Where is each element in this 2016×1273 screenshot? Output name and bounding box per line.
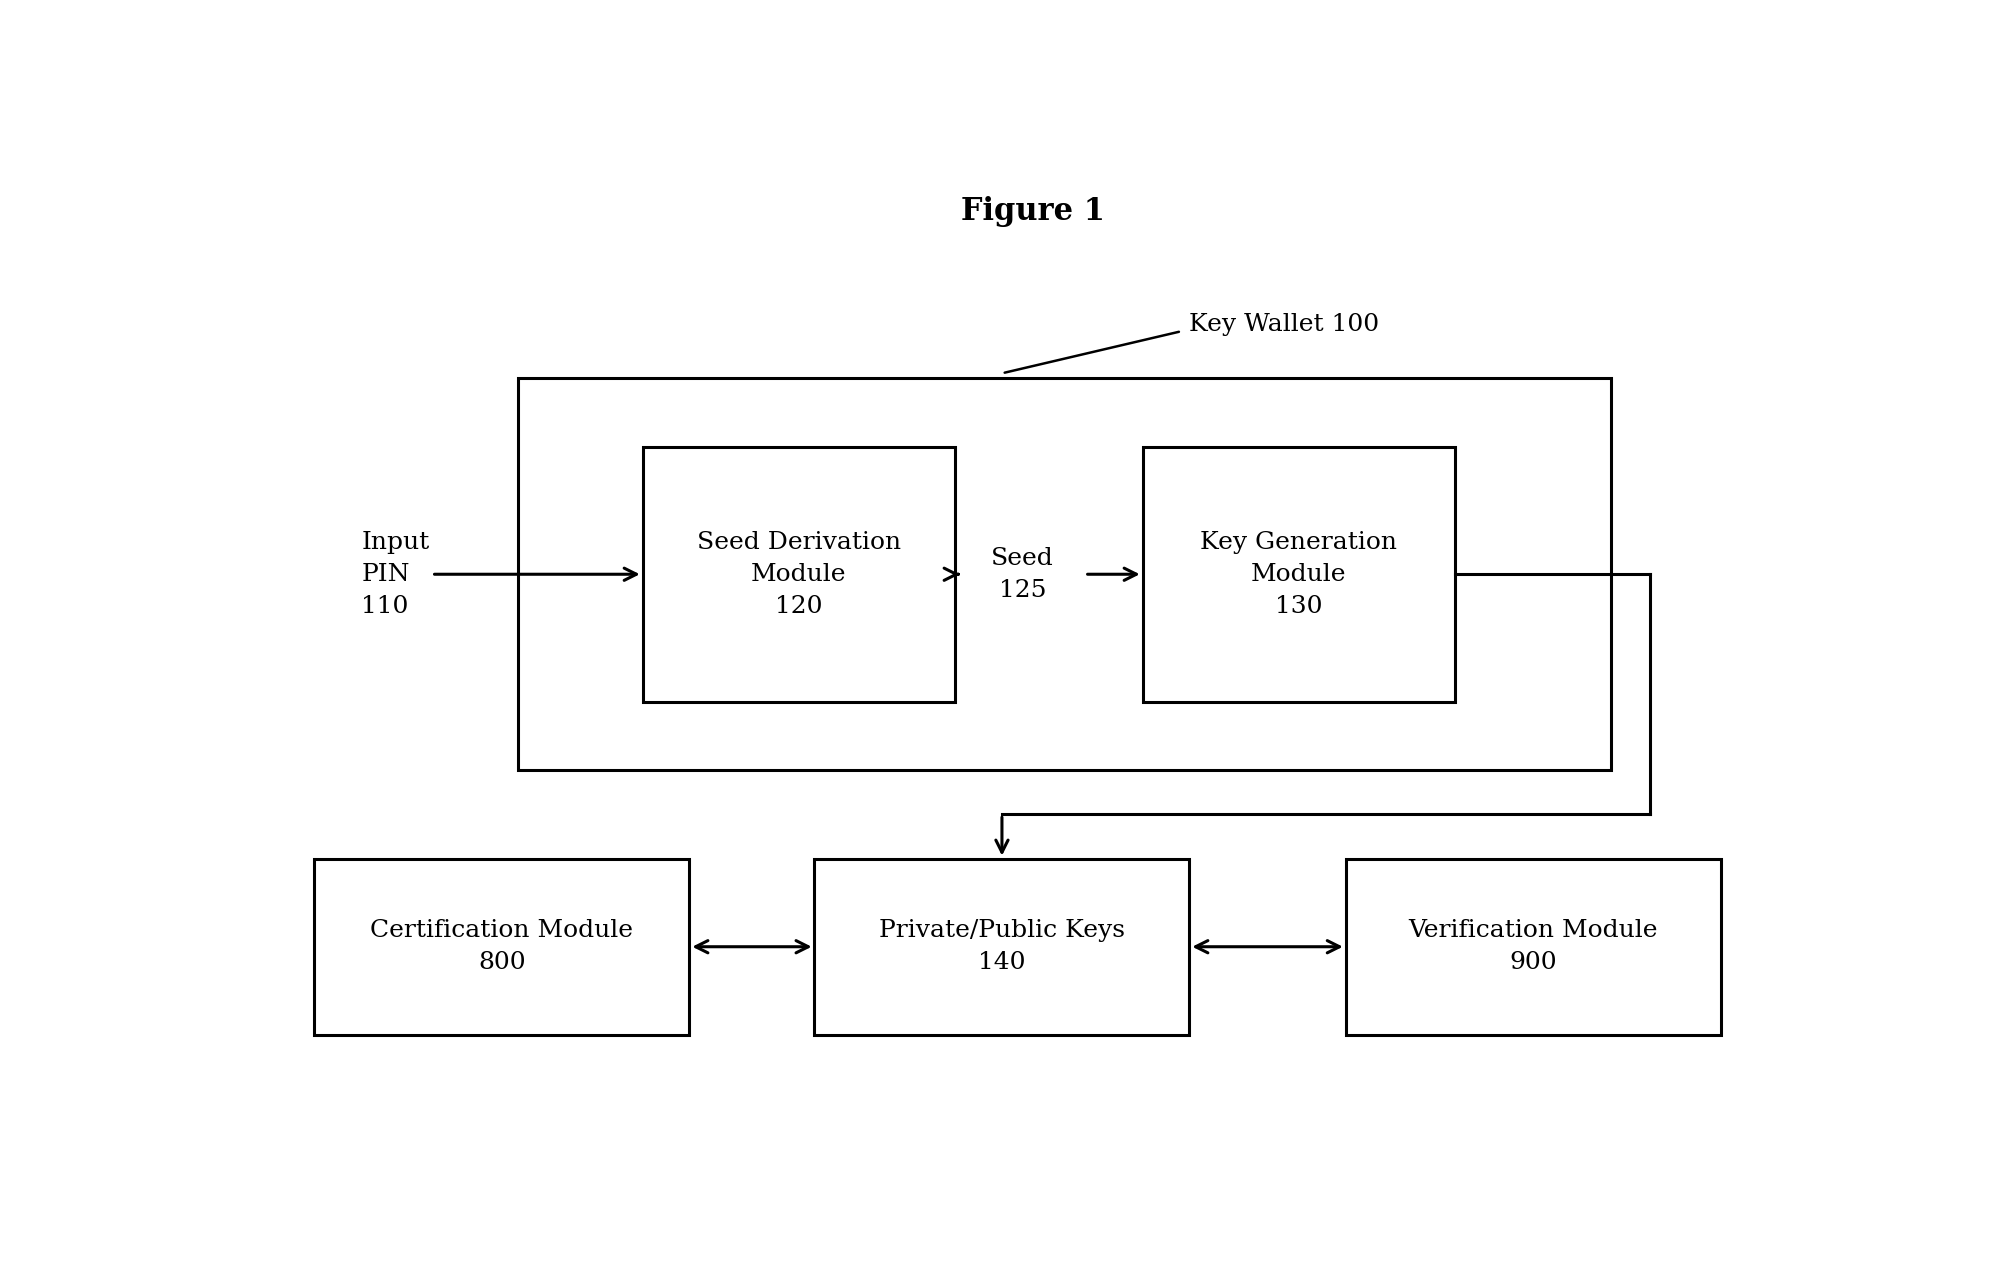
Text: Seed Derivation
Module
120: Seed Derivation Module 120	[698, 531, 901, 617]
Text: Verification Module
900: Verification Module 900	[1409, 919, 1657, 974]
Bar	[1347, 858, 1720, 1035]
Text: Key Wallet 100: Key Wallet 100	[1189, 313, 1379, 336]
Text: Key Generation
Module
130: Key Generation Module 130	[1200, 531, 1397, 617]
Bar	[1143, 447, 1456, 701]
Bar	[314, 858, 689, 1035]
Bar	[643, 447, 956, 701]
Text: Private/Public Keys
140: Private/Public Keys 140	[879, 919, 1125, 974]
Bar	[518, 378, 1611, 770]
Text: Input
PIN
110: Input PIN 110	[361, 531, 429, 617]
Text: Figure 1: Figure 1	[962, 196, 1105, 227]
Text: Certification Module
800: Certification Module 800	[371, 919, 633, 974]
Bar	[814, 858, 1189, 1035]
Text: Seed
125: Seed 125	[992, 546, 1054, 602]
